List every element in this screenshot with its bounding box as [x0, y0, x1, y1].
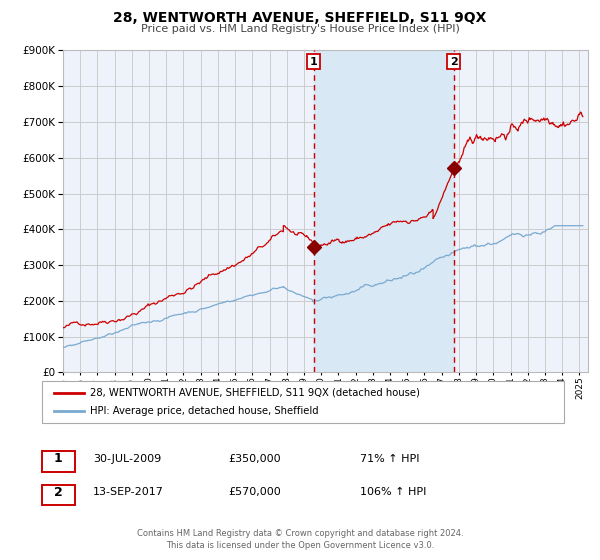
- Text: HPI: Average price, detached house, Sheffield: HPI: Average price, detached house, Shef…: [90, 406, 319, 416]
- Text: 2: 2: [54, 486, 62, 499]
- Text: 28, WENTWORTH AVENUE, SHEFFIELD, S11 9QX (detached house): 28, WENTWORTH AVENUE, SHEFFIELD, S11 9QX…: [90, 388, 420, 398]
- Text: 71% ↑ HPI: 71% ↑ HPI: [360, 454, 419, 464]
- Text: Contains HM Land Registry data © Crown copyright and database right 2024.: Contains HM Land Registry data © Crown c…: [137, 529, 463, 538]
- Text: Price paid vs. HM Land Registry's House Price Index (HPI): Price paid vs. HM Land Registry's House …: [140, 24, 460, 34]
- Text: 30-JUL-2009: 30-JUL-2009: [93, 454, 161, 464]
- Text: £570,000: £570,000: [228, 487, 281, 497]
- Bar: [314, 50, 454, 372]
- Text: 1: 1: [310, 57, 317, 67]
- Text: 1: 1: [54, 452, 62, 465]
- Text: £350,000: £350,000: [228, 454, 281, 464]
- Text: 106% ↑ HPI: 106% ↑ HPI: [360, 487, 427, 497]
- Text: This data is licensed under the Open Government Licence v3.0.: This data is licensed under the Open Gov…: [166, 541, 434, 550]
- Text: 2: 2: [450, 57, 458, 67]
- Text: 13-SEP-2017: 13-SEP-2017: [93, 487, 164, 497]
- Text: 28, WENTWORTH AVENUE, SHEFFIELD, S11 9QX: 28, WENTWORTH AVENUE, SHEFFIELD, S11 9QX: [113, 11, 487, 25]
